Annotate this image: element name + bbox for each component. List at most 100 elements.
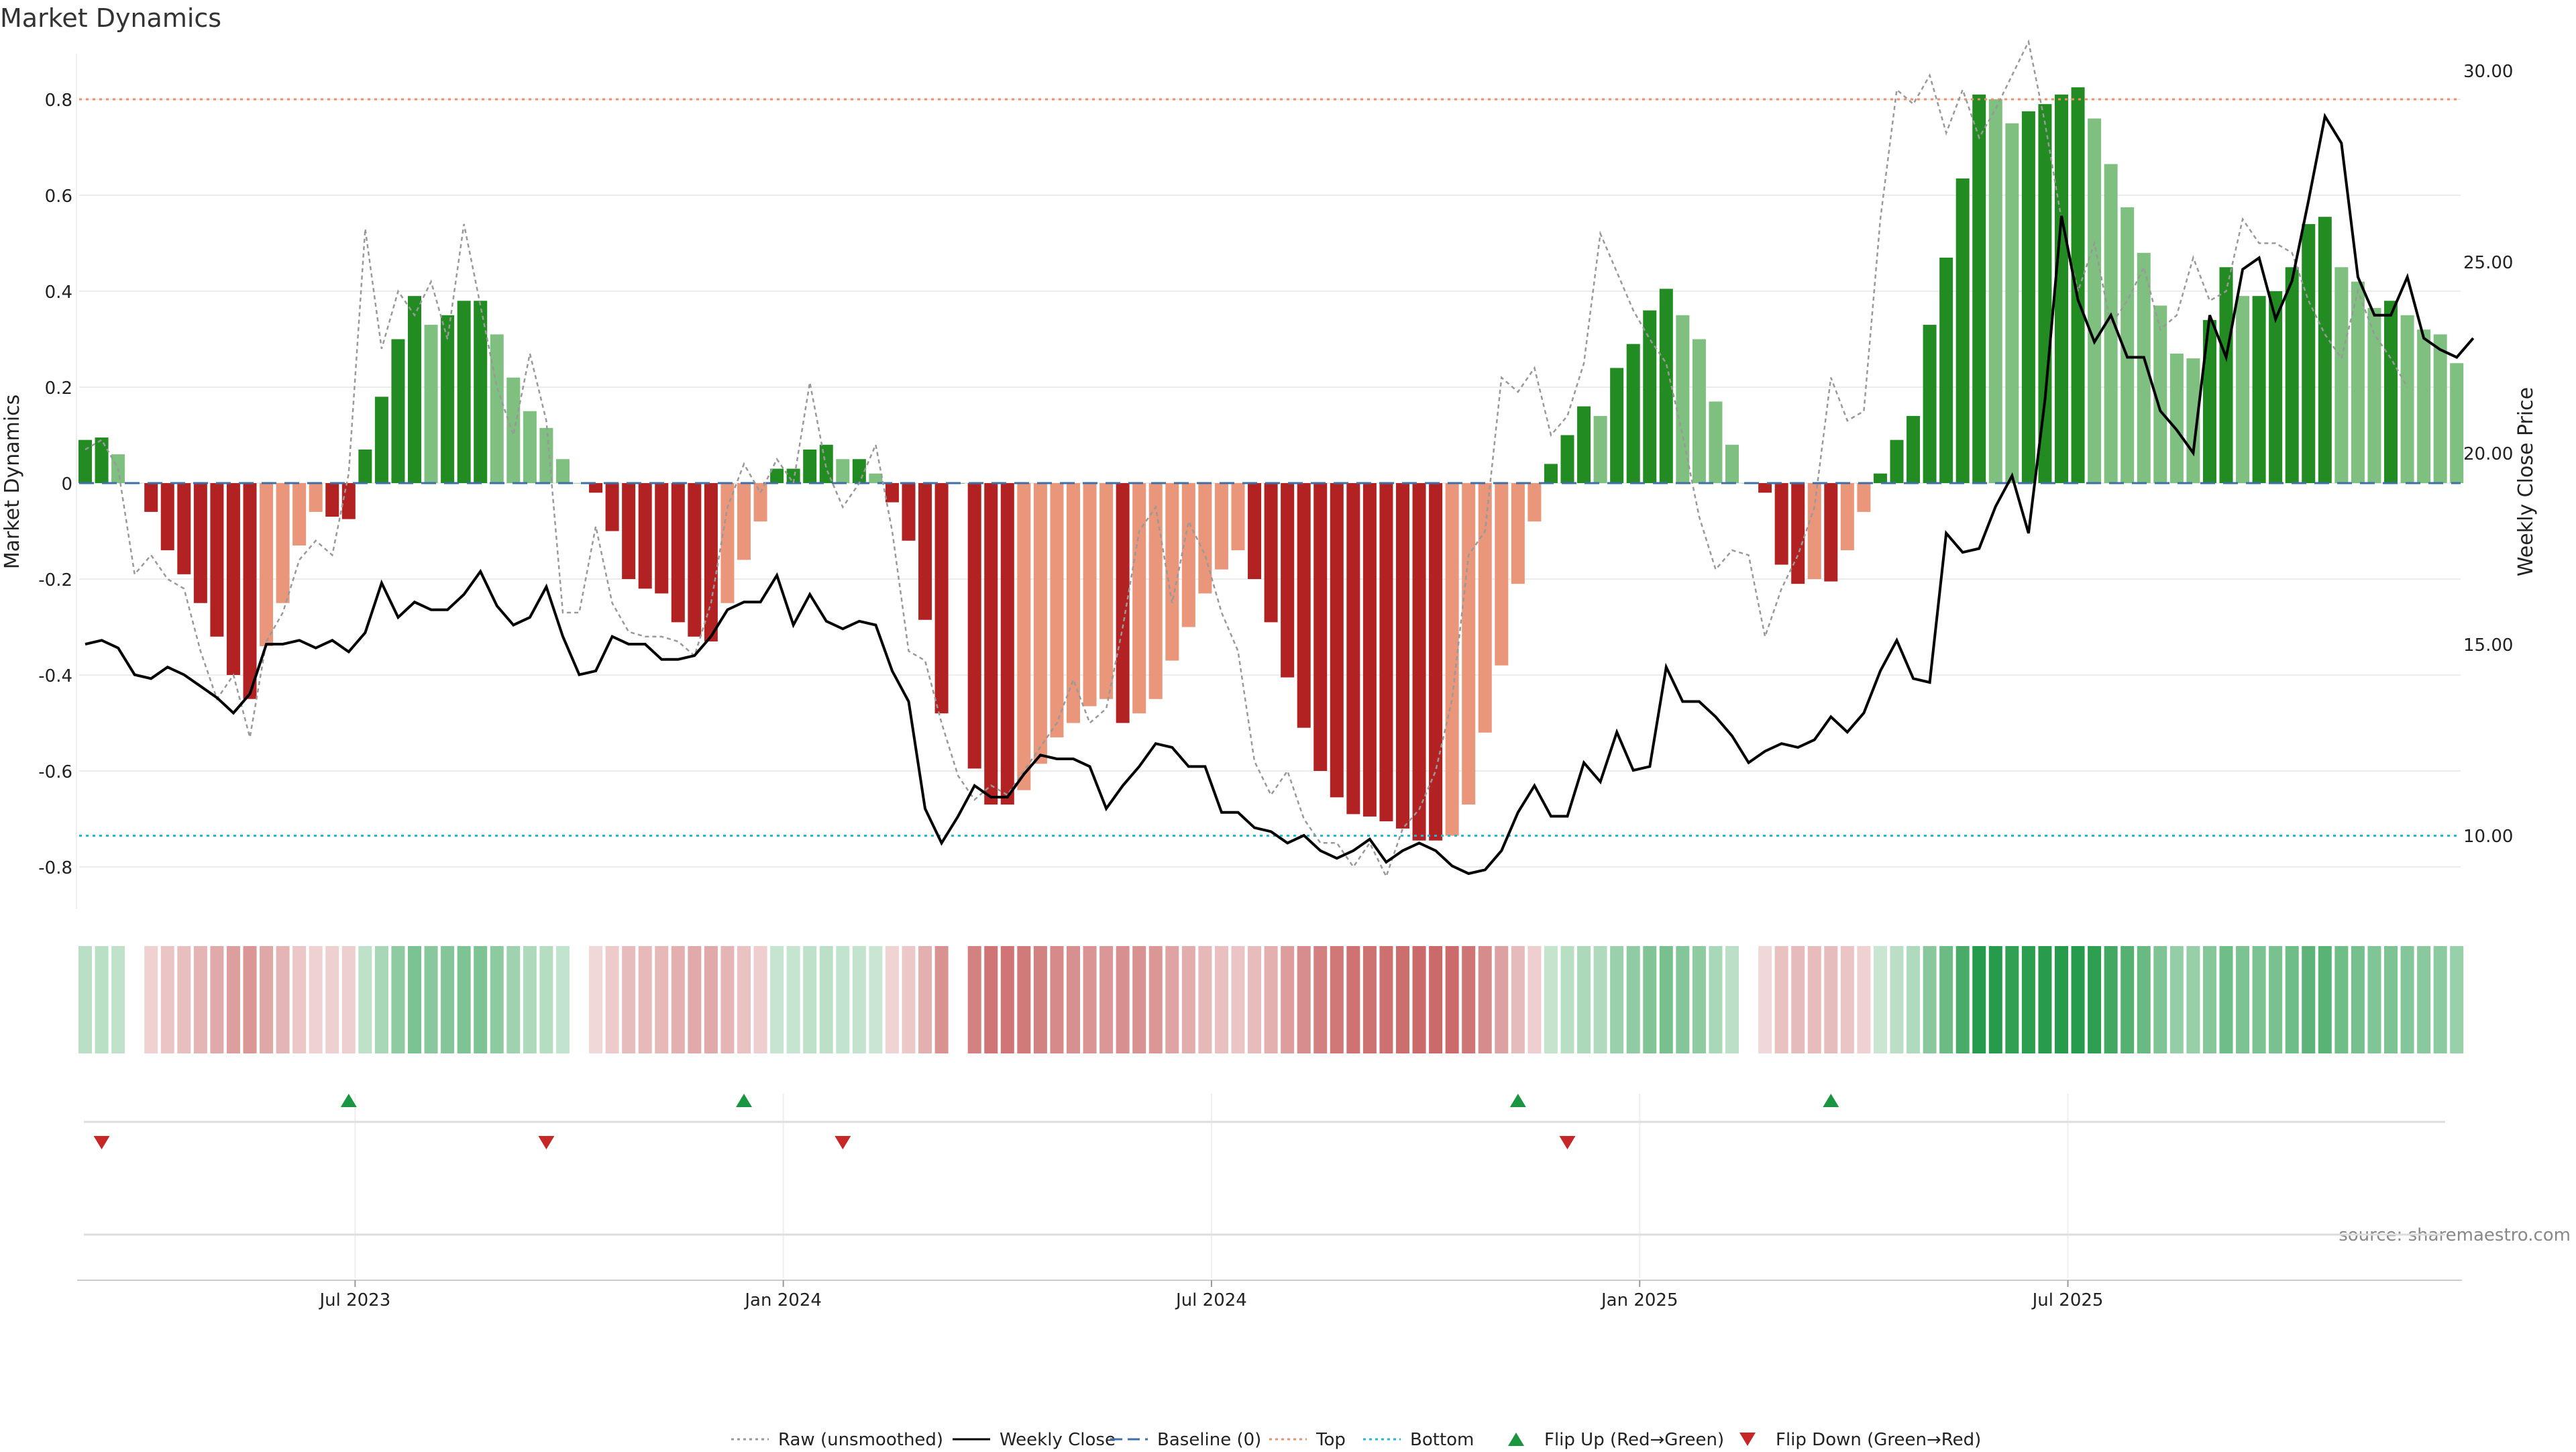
regime-cell: [1445, 946, 1459, 1053]
x-tick-label: Jul 2023: [318, 1290, 390, 1310]
regime-cell: [1511, 946, 1525, 1053]
legend-item: Baseline (0): [1110, 1430, 1261, 1450]
flip-markers-panel: [84, 1094, 2445, 1236]
flip-up-marker: [1509, 1094, 1526, 1107]
regime-cell: [539, 946, 553, 1053]
dynamics-bar: [1840, 483, 1854, 551]
regime-cell: [193, 946, 207, 1053]
axes-layer: -0.8 -0.6 -0.4 -0.2 0 0.2 0.4 0.6 0.8 10.00 15.00 2…: [38, 54, 2513, 1310]
left-tick-label: -0.8: [38, 858, 72, 878]
regime-cell: [753, 946, 767, 1053]
flip-down-marker: [1559, 1136, 1576, 1149]
dynamics-bar: [1659, 289, 1673, 483]
dynamics-bar: [902, 483, 916, 541]
dynamics-bar: [1099, 483, 1114, 699]
regime-cell: [1988, 946, 2002, 1053]
dynamics-bar: [1050, 483, 1064, 737]
regime-cell: [78, 946, 92, 1053]
dynamics-bar: [260, 483, 274, 647]
dynamics-bar: [737, 483, 751, 560]
regime-cell: [2302, 946, 2316, 1053]
regime-cell: [720, 946, 735, 1053]
dynamics-bar: [2219, 267, 2233, 483]
dynamics-bar: [836, 459, 850, 483]
dynamics-bar: [1593, 415, 1607, 483]
dynamics-bar: [934, 483, 949, 714]
dynamics-bar: [2367, 308, 2381, 483]
dynamics-bar: [572, 483, 586, 484]
dynamics-bar: [1148, 483, 1163, 699]
dynamics-bar: [1198, 483, 1212, 594]
regime-cell: [1873, 946, 1887, 1053]
regime-cell: [1116, 946, 1130, 1053]
dynamics-bar: [1462, 483, 1476, 805]
regime-cell: [1709, 946, 1723, 1053]
regime-cell: [605, 946, 619, 1053]
dynamics-bar: [605, 483, 619, 531]
regime-cell: [1198, 946, 1212, 1053]
legend-label: Raw (unsmoothed): [778, 1430, 943, 1449]
regime-cell: [210, 946, 224, 1053]
regime-cell: [506, 946, 521, 1053]
regime-cell: [1264, 946, 1278, 1053]
legend-item: Flip Up (Red→Green): [1508, 1430, 1724, 1450]
dynamics-bar: [358, 449, 372, 483]
flip-up-marker: [736, 1094, 752, 1107]
regime-cell: [984, 946, 998, 1053]
dynamics-bar: [770, 468, 784, 483]
regime-cell: [325, 946, 339, 1053]
dynamics-bar: [1527, 483, 1542, 522]
dynamics-bar: [1297, 483, 1311, 728]
dynamics-bar: [1774, 483, 1788, 565]
legend-item: Raw (unsmoothed): [731, 1430, 943, 1450]
regime-cell: [852, 946, 866, 1053]
regime-cell: [918, 946, 932, 1053]
dynamics-bar: [1807, 483, 1821, 579]
x-tick-label: Jan 2025: [1600, 1290, 1678, 1310]
dynamics-bar: [803, 449, 817, 483]
right-axis-label: Weekly Close Price: [2514, 387, 2538, 576]
regime-cell: [2334, 946, 2349, 1053]
regime-cell: [2186, 946, 2200, 1053]
regime-cell: [2417, 946, 2431, 1053]
dynamics-bar: [2285, 267, 2299, 483]
regime-cell: [2236, 946, 2250, 1053]
regime-cell: [1000, 946, 1014, 1053]
right-tick-label: 10.00: [2463, 827, 2513, 847]
legend-label: Flip Up (Red→Green): [1544, 1430, 1724, 1449]
x-tick-label: Jan 2024: [743, 1290, 822, 1310]
regime-cell: [2169, 946, 2184, 1053]
dynamics-bar: [2236, 296, 2250, 483]
regime-cell: [144, 946, 158, 1053]
regime-cell: [671, 946, 685, 1053]
regime-cell: [2433, 946, 2447, 1053]
regime-cell: [1495, 946, 1509, 1053]
regime-cell: [869, 946, 883, 1053]
left-tick-label: -0.4: [38, 666, 72, 686]
regime-cell: [276, 946, 290, 1053]
dynamics-bar: [655, 483, 669, 594]
dynamics-bar: [2038, 104, 2052, 483]
dynamics-bar: [2384, 301, 2398, 483]
dynamics-bar: [193, 483, 207, 603]
dynamics-bar: [869, 473, 883, 483]
regime-cell: [622, 946, 636, 1053]
dynamics-bar: [1824, 483, 1838, 582]
regime-cell: [1807, 946, 1821, 1053]
dynamics-bar: [1067, 483, 1080, 723]
regime-cell: [1330, 946, 1344, 1053]
regime-cell: [1462, 946, 1476, 1053]
regime-cell: [1774, 946, 1788, 1053]
dynamics-bar: [1231, 483, 1245, 551]
dynamics-bar: [1560, 435, 1574, 483]
dynamics-bar: [1181, 483, 1195, 627]
regime-cell: [2088, 946, 2102, 1053]
dynamics-bar: [1346, 483, 1360, 815]
dynamics-bar: [78, 439, 92, 483]
dynamics-bar: [374, 397, 388, 483]
regime-cell: [1791, 946, 1805, 1053]
dynamics-bar: [243, 483, 257, 699]
dynamics-bar: [292, 483, 307, 546]
regime-cell: [737, 946, 751, 1053]
